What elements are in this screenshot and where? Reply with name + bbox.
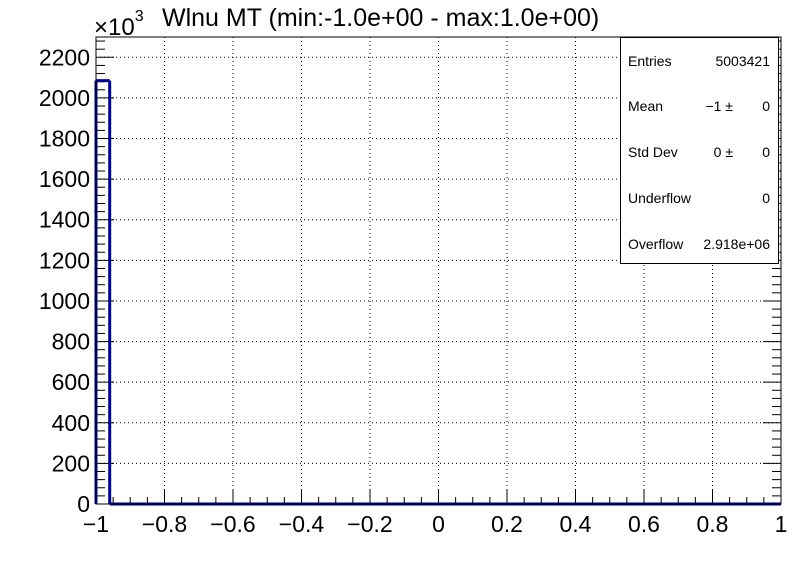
stat-underflow-label: Underflow [628,190,692,206]
stat-entries-label: Entries [628,53,672,69]
x-tick-label: −0.6 [210,511,255,537]
stat-mean-error: 0 [762,98,770,114]
y-tick-label: 200 [52,450,90,476]
stat-mean-value: −1 ± [705,98,733,114]
x-tick-label: 0.8 [697,511,729,537]
x-tick-label: −0.8 [142,511,187,537]
stat-mean-label: Mean [628,98,664,114]
stats-box: Entries 5003421 Mean −1 ± 0 Std Dev 0 ± … [620,37,779,264]
stat-underflow: Underflow 0 [628,190,770,210]
x-tick-label: 1 [775,511,788,537]
y-tick-label: 2000 [39,85,90,111]
stat-std-dev: Std Dev 0 ± 0 [628,144,770,164]
y-tick-label: 1400 [39,207,90,233]
x-tick-label: −0.4 [279,511,325,537]
x-tick-label: −0.2 [347,511,392,537]
y-axis-tick-labels: 0 200 400 600 800 1000 1200 1400 1600 1800 2000 220… [39,44,90,517]
x-tick-label: −1 [83,511,109,537]
y-tick-label: 800 [52,329,90,355]
stat-underflow-value: 0 [762,190,770,206]
y-tick-label: 2200 [39,44,90,70]
chart-title: Wlnu MT (min:-1.0e+00 - max:1.0e+00) [162,4,600,32]
stat-overflow: Overflow 2.918e+06 [628,236,770,256]
x-tick-label: 0.2 [491,511,523,537]
stat-entries: Entries 5003421 [628,53,770,73]
y-tick-label: 1800 [39,126,90,152]
stat-mean: Mean −1 ± 0 [628,98,770,118]
x-tick-label: 0.6 [628,511,660,537]
y-tick-label: 600 [52,369,90,395]
stat-std-dev-label: Std Dev [628,144,678,160]
stat-std-dev-error: 0 [762,144,770,160]
x-axis-tick-labels: −1 −0.8 −0.6 −0.4 −0.2 0 0.2 0.4 0.6 0.8 1 [83,511,788,537]
y-tick-label: 400 [52,410,90,436]
stat-entries-value: 5003421 [715,53,770,69]
x-tick-label: 0.4 [560,511,592,537]
y-scale-exponent: 3 [134,8,144,25]
plot-frame [95,36,782,505]
stat-overflow-label: Overflow [628,236,684,252]
y-tick-label: 1000 [39,288,90,314]
y-tick-label: 0 [77,491,90,517]
x-tick-label: 0 [432,511,445,537]
stat-std-dev-value: 0 ± [713,144,733,160]
y-tick-label: 1600 [39,166,90,192]
y-tick-label: 1200 [39,247,90,273]
stat-overflow-value: 2.918e+06 [703,236,770,252]
